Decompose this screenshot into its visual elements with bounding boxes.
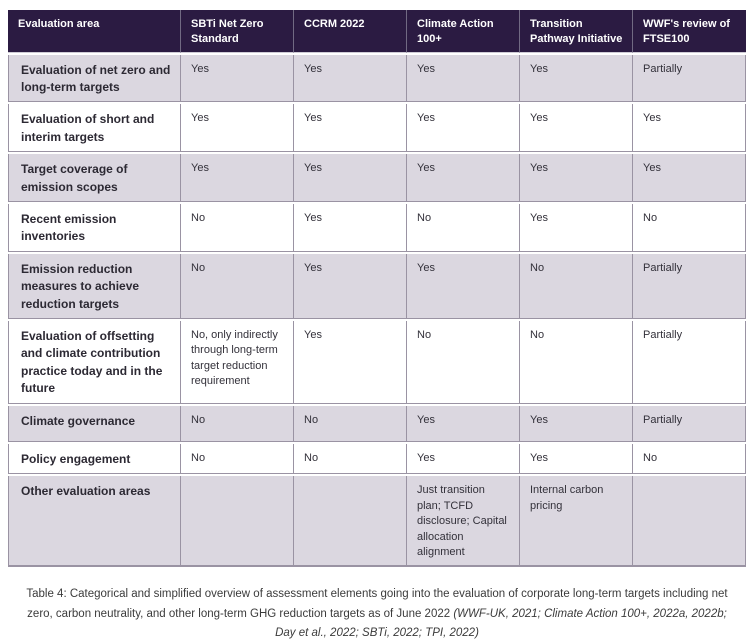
table-cell: Yes (407, 104, 520, 153)
row-label: Target coverage of emission scopes (8, 154, 181, 203)
table-cell: No (294, 443, 407, 475)
table-cell: Yes (181, 154, 294, 203)
table-cell: Yes (294, 204, 407, 252)
table-cell: Yes (407, 405, 520, 442)
row-label: Evaluation of net zero and long-term tar… (8, 54, 181, 103)
row-label: Evaluation of offsetting and climate con… (8, 320, 181, 404)
table-cell: Yes (294, 253, 407, 319)
table-cell: Yes (407, 253, 520, 319)
row-label: Other evaluation areas (8, 476, 181, 568)
table-cell: Partially (633, 54, 746, 103)
table-cell: No (520, 253, 633, 319)
table-cell: Yes (520, 405, 633, 442)
row-label: Policy engagement (8, 443, 181, 475)
table-cell: Yes (407, 54, 520, 103)
table-cell: No (181, 204, 294, 252)
table-cell: Partially (633, 405, 746, 442)
column-header-5: WWF's review of FTSE100 (633, 10, 746, 53)
evaluation-table: Evaluation area SBTi Net Zero Standard CCR… (8, 8, 746, 569)
table-cell: No (407, 204, 520, 252)
table-cell: Yes (520, 204, 633, 252)
table-cell: Yes (407, 154, 520, 203)
table-cell: Yes (294, 320, 407, 404)
table-cell: No (520, 320, 633, 404)
table-cell: Just transition plan; TCFD disclosure; C… (407, 476, 520, 568)
table-caption: Table 4: Categorical and simplified over… (24, 585, 730, 644)
table-cell: Yes (520, 54, 633, 103)
table-row: Target coverage of emission scopes Yes Yes… (8, 154, 746, 203)
table-cell: Yes (407, 443, 520, 475)
column-header-4: Transition Pathway Initiative (520, 10, 633, 53)
column-header-0: Evaluation area (8, 10, 181, 53)
table-row: Evaluation of offsetting and climate con… (8, 320, 746, 404)
table-cell: No (181, 443, 294, 475)
row-label: Climate governance (8, 405, 181, 442)
table-cell: No, only indirectly through long-term ta… (181, 320, 294, 404)
table-cell: Yes (633, 104, 746, 153)
table-cell (181, 476, 294, 568)
table-cell: Yes (633, 154, 746, 203)
table-row: Recent emission inventories No Yes No Yes No (8, 204, 746, 252)
table-cell: Yes (181, 104, 294, 153)
table-cell (633, 476, 746, 568)
table-cell: No (633, 204, 746, 252)
table-cell: Partially (633, 320, 746, 404)
table-row: Evaluation of short and interim targets Y… (8, 104, 746, 153)
table-cell: No (633, 443, 746, 475)
row-label: Recent emission inventories (8, 204, 181, 252)
table-cell: Yes (520, 443, 633, 475)
table-cell (294, 476, 407, 568)
table-cell: No (407, 320, 520, 404)
table-cell: Yes (294, 154, 407, 203)
table-row: Policy engagement No No Yes Yes No (8, 443, 746, 475)
table-cell: Yes (294, 54, 407, 103)
column-header-3: Climate Action 100+ (407, 10, 520, 53)
table-cell: Internal carbon pricing (520, 476, 633, 568)
table-cell: No (294, 405, 407, 442)
column-header-1: SBTi Net Zero Standard (181, 10, 294, 53)
column-header-2: CCRM 2022 (294, 10, 407, 53)
table-cell: No (181, 405, 294, 442)
table-row: Evaluation of net zero and long-term tar… (8, 54, 746, 103)
table-cell: No (181, 253, 294, 319)
row-label: Emission reduction measures to achieve r… (8, 253, 181, 319)
row-label: Evaluation of short and interim targets (8, 104, 181, 153)
table-row: Emission reduction measures to achieve r… (8, 253, 746, 319)
table-cell: Yes (294, 104, 407, 153)
table-cell: Yes (520, 104, 633, 153)
table-cell: Yes (520, 154, 633, 203)
table-cell: Partially (633, 253, 746, 319)
table-header-row: Evaluation area SBTi Net Zero Standard CCR… (8, 10, 746, 53)
table-row: Other evaluation areas Just transition pl… (8, 476, 746, 568)
table-cell: Yes (181, 54, 294, 103)
table-row: Climate governance No No Yes Yes Partially (8, 405, 746, 442)
